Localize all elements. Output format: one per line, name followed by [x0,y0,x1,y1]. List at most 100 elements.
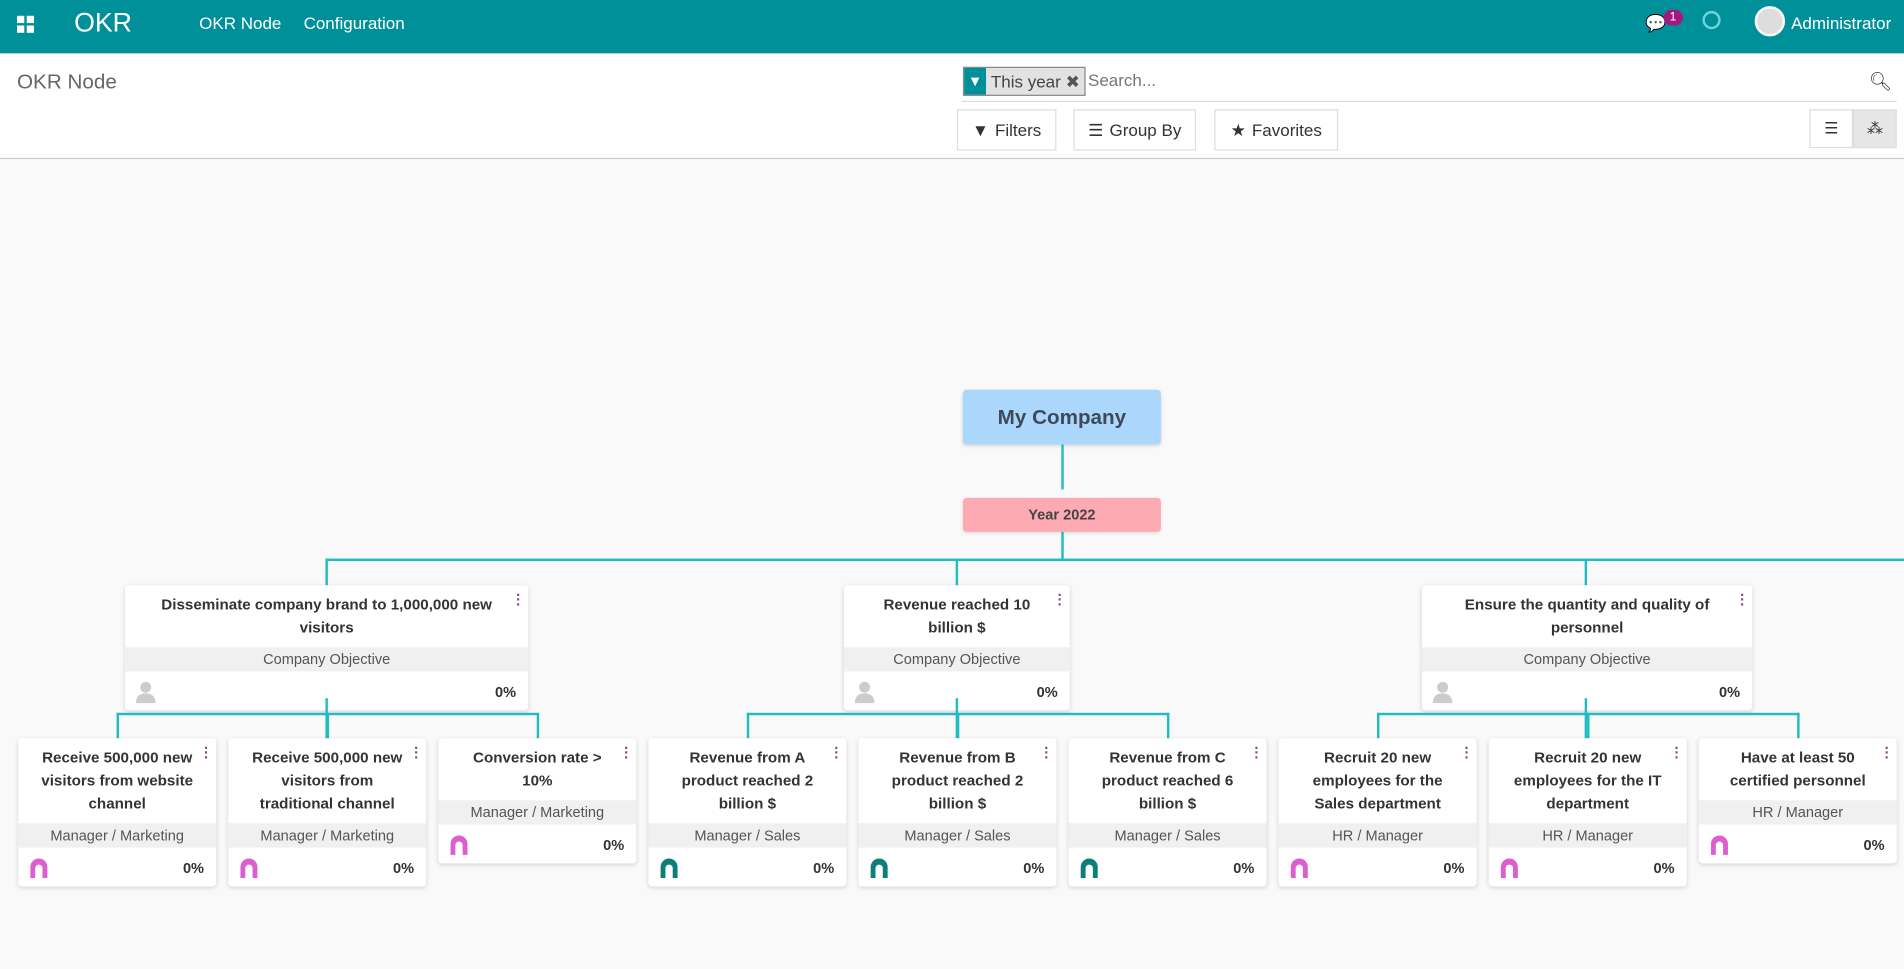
okr-node-card[interactable]: Revenue from C product reached 6 billion… [1068,738,1267,887]
node-footer: 0% [1699,825,1897,864]
more-options-icon[interactable]: · · · [414,739,419,767]
menu-okr-node[interactable]: OKR Node [199,13,282,33]
okr-node-card[interactable]: Disseminate company brand to 1,000,000 n… [125,585,529,711]
group-by-button[interactable]: ☰ Group By [1073,109,1197,151]
filter-facet: ▼ This year ✖ [962,66,1086,96]
more-options-icon[interactable]: · · · [624,739,630,767]
filters-button[interactable]: ▼ Filters [956,109,1057,151]
connector-line [1377,712,1380,739]
okr-node-card[interactable]: Revenue from A product reached 2 billion… [648,738,847,887]
node-role: Manager / Marketing [228,823,427,848]
okr-node-card[interactable]: Ensure the quantity and quality of perso… [1421,585,1753,711]
node-progress: 0% [182,859,205,877]
node-title: Recruit 20 new employees for the Sales d… [1312,749,1443,813]
search-bar: ▼ This year ✖ 🔍︎ [961,66,1897,103]
user-avatar-icon [1080,858,1098,878]
node-title: Disseminate company brand to 1,000,000 n… [161,596,492,637]
okr-node-card[interactable]: Receive 500,000 new visitors from tradit… [228,738,427,887]
node-title: Recruit 20 new employees for the IT depa… [1513,749,1662,813]
favorites-button[interactable]: ★ Favorites [1214,109,1339,151]
node-title: Ensure the quantity and quality of perso… [1464,596,1710,637]
user-avatar-icon [1290,858,1308,878]
node-footer: 0% [844,672,1070,711]
hierarchy-view-button[interactable]: ⁂ [1853,109,1897,149]
node-footer: 0% [648,848,846,887]
okr-node-card[interactable]: Recruit 20 new employees for the IT depa… [1488,738,1687,887]
more-options-icon[interactable]: · · · [1740,586,1745,614]
remove-facet-icon[interactable]: ✖ [1065,71,1080,92]
search-icon[interactable]: 🔍︎ [1868,71,1892,93]
connector-line [325,558,328,586]
more-options-icon[interactable]: · · · [834,739,840,767]
activity-clock-icon[interactable] [1702,10,1721,30]
node-role: Manager / Sales [1068,823,1267,848]
node-footer: 0% [859,848,1057,887]
okr-node-card[interactable]: Revenue from B product reached 2 billion… [858,738,1057,887]
okr-node-card[interactable]: Receive 500,000 new visitors from websit… [18,738,217,887]
apps-menu-icon[interactable] [17,15,35,33]
node-progress: 0% [603,836,625,854]
more-options-icon[interactable]: · · · [1254,739,1260,767]
search-input[interactable] [1088,70,1817,90]
connector-line [746,712,750,739]
node-role: Company Objective [1421,647,1753,672]
more-options-icon[interactable]: · · · [204,739,209,767]
user-menu[interactable]: Administrator [1791,13,1892,33]
user-avatar-icon [1500,858,1518,878]
connector-line [326,558,1904,562]
facet-label: This year [990,71,1061,92]
user-avatar-icon [1710,835,1728,855]
node-role: HR / Manager [1698,800,1897,825]
okr-node-card[interactable]: Revenue reached 10 billion $ · · · Company… [843,585,1070,711]
okr-node-card[interactable]: Recruit 20 new employees for the Sales d… [1278,738,1477,887]
message-count-badge: 1 [1663,9,1683,26]
user-avatar-icon [870,858,888,878]
menu-configuration[interactable]: Configuration [303,13,405,33]
connector-line [1587,712,1590,739]
connector-line [955,558,959,586]
messages-icon[interactable]: 💬 [1645,13,1667,33]
control-panel: OKR Node ▼ This year ✖ 🔍︎ ▼Filters ☰Grou… [0,53,1904,160]
connector-line [1061,444,1064,490]
list-view-button[interactable]: ☰ [1809,109,1854,149]
okr-node-card[interactable]: Have at least 50 certified personnel · · ·… [1698,738,1897,864]
more-options-icon[interactable]: · · · [516,586,521,614]
node-role: Manager / Sales [648,823,847,848]
period-node[interactable]: Year 2022 [962,497,1161,532]
node-progress: 0% [813,859,835,877]
node-title: Have at least 50 certified personnel [1729,749,1866,790]
node-role: Company Objective [843,647,1070,672]
connector-line [1584,698,1588,739]
default-avatar-icon [1432,681,1453,704]
root-node[interactable]: My Company [962,389,1161,445]
connector-line [1166,712,1170,739]
favorites-label: Favorites [1251,120,1322,140]
default-avatar-icon [136,681,156,704]
node-role: HR / Manager [1488,823,1687,848]
top-navbar: OKR OKR Node Configuration 💬 1 Administr… [0,0,1904,54]
node-title: Conversion rate > 10% [472,749,602,790]
node-footer: 0% [228,848,426,887]
more-options-icon[interactable]: · · · [1044,739,1050,767]
more-options-icon[interactable]: · · · [1464,739,1470,767]
connector-line [1061,531,1064,560]
okr-node-card[interactable]: Conversion rate > 10% · · · Manager / Mark… [438,738,637,864]
more-options-icon[interactable]: · · · [1884,739,1890,767]
node-progress: 0% [495,683,517,701]
node-progress: 0% [1036,683,1058,701]
filter-icon: ▼ [972,120,989,140]
node-title: Revenue from C product reached 6 billion… [1101,749,1234,813]
node-footer: 0% [18,848,216,887]
node-progress: 0% [1653,859,1675,877]
node-role: Manager / Marketing [18,823,217,848]
connector-line [536,712,540,739]
node-progress: 0% [1233,859,1255,877]
node-progress: 0% [1863,836,1885,854]
node-role: Company Objective [125,647,529,672]
node-footer: 0% [1279,848,1477,887]
node-title: Revenue reached 10 billion $ [883,596,1031,637]
more-options-icon[interactable]: · · · [1057,586,1063,614]
connector-line [1797,712,1800,739]
user-avatar[interactable] [1754,6,1786,37]
more-options-icon[interactable]: · · · [1674,739,1680,767]
